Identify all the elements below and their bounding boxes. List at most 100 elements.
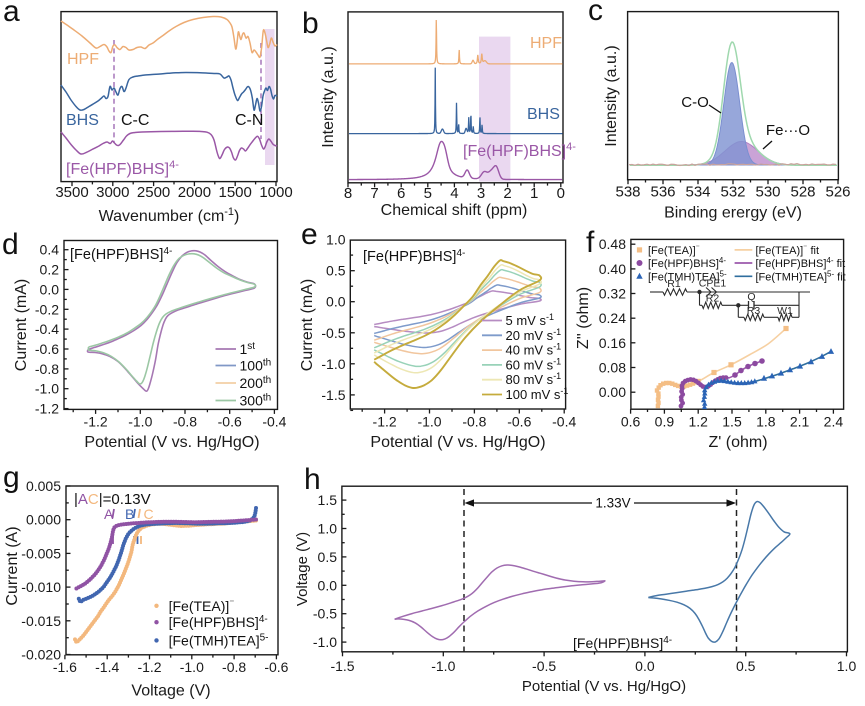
svg-text:b: b — [302, 7, 319, 40]
svg-text:[Fe(HPF)BHS]4-: [Fe(HPF)BHS]4- — [66, 159, 179, 178]
svg-text:0.24: 0.24 — [599, 310, 626, 326]
svg-text:0.5: 0.5 — [736, 658, 756, 674]
svg-text:1.0: 1.0 — [326, 232, 346, 248]
svg-text:-1.0: -1.0 — [180, 659, 204, 675]
svg-text:[Fe(HPF)BHS]4-: [Fe(HPF)BHS]4- — [363, 248, 465, 265]
svg-text:528: 528 — [790, 184, 815, 201]
svg-text:1.5: 1.5 — [722, 414, 742, 430]
svg-text:7: 7 — [370, 185, 378, 202]
svg-text:-0.2: -0.2 — [35, 301, 59, 317]
svg-text:Chemical shift (ppm): Chemical shift (ppm) — [381, 202, 528, 219]
svg-text:526: 526 — [825, 184, 850, 201]
svg-text:Z' (ohm): Z' (ohm) — [708, 434, 767, 451]
svg-text:534: 534 — [685, 184, 710, 201]
svg-text:-1.5: -1.5 — [330, 658, 354, 674]
svg-text:[Fe(TMH)TEA]5- fit: [Fe(TMH)TEA]5- fit — [756, 269, 846, 283]
svg-text:0.2: 0.2 — [40, 262, 60, 278]
svg-text:0.40: 0.40 — [599, 261, 626, 277]
svg-text:Current (mA): Current (mA) — [13, 279, 30, 371]
svg-text:CPE1: CPE1 — [699, 278, 727, 290]
svg-text:-0.8: -0.8 — [462, 414, 486, 430]
svg-text:-0.6: -0.6 — [264, 659, 288, 675]
svg-text:-1.5: -1.5 — [321, 387, 345, 403]
svg-text:0.08: 0.08 — [599, 360, 626, 376]
svg-text:BHS: BHS — [66, 112, 99, 129]
svg-text:4: 4 — [450, 185, 458, 202]
svg-text:-0.6: -0.6 — [218, 414, 242, 430]
svg-text:[Fe(TMH)TEA]5-: [Fe(TMH)TEA]5- — [169, 632, 269, 648]
svg-text:8: 8 — [344, 185, 352, 202]
svg-text:a: a — [3, 0, 20, 28]
svg-text:-1.0: -1.0 — [128, 414, 152, 430]
svg-text:C-N: C-N — [235, 112, 263, 129]
svg-text:-0.8: -0.8 — [222, 659, 246, 675]
svg-text:1.5: 1.5 — [318, 492, 338, 508]
svg-text:-0.4: -0.4 — [35, 321, 59, 337]
svg-text:2.4: 2.4 — [824, 414, 844, 430]
svg-text:60 mV s-1: 60 mV s-1 — [506, 356, 562, 372]
svg-text:[Fe(HPF)BHS]4- fit: [Fe(HPF)BHS]4- fit — [756, 256, 846, 270]
svg-text:h: h — [304, 463, 321, 496]
svg-text:0.9: 0.9 — [655, 414, 675, 430]
svg-text:1.0: 1.0 — [837, 658, 857, 674]
svg-text:R3: R3 — [747, 305, 761, 317]
svg-text:0.0: 0.0 — [635, 658, 655, 674]
svg-text:-1.0: -1.0 — [35, 381, 59, 397]
svg-text:536: 536 — [650, 184, 675, 201]
svg-text:-1.0: -1.0 — [313, 634, 337, 650]
svg-text:R1: R1 — [667, 278, 681, 290]
svg-text:-0.8: -0.8 — [173, 414, 197, 430]
svg-text:6: 6 — [397, 185, 405, 202]
svg-text:HPF: HPF — [530, 35, 562, 52]
svg-text:-0.4: -0.4 — [262, 414, 286, 430]
svg-text:Potential (V vs. Hg/HgO): Potential (V vs. Hg/HgO) — [370, 434, 545, 451]
svg-text:-0.6: -0.6 — [507, 414, 531, 430]
svg-text:-1.0: -1.0 — [417, 414, 441, 430]
svg-text:0.32: 0.32 — [599, 286, 626, 302]
svg-text:-1.4: -1.4 — [95, 659, 119, 675]
svg-text:Potential (V vs. Hg/HgO): Potential (V vs. Hg/HgO) — [522, 678, 686, 695]
svg-text:0.000: 0.000 — [26, 512, 61, 528]
svg-text:Fe···O: Fe···O — [766, 122, 810, 139]
svg-text:0.00: 0.00 — [599, 384, 626, 400]
svg-text:C: C — [144, 506, 154, 522]
svg-text:3: 3 — [477, 185, 485, 202]
svg-text:-0.005: -0.005 — [21, 545, 61, 561]
svg-text:0.16: 0.16 — [599, 335, 626, 351]
svg-text:Q: Q — [747, 291, 755, 303]
svg-text:e: e — [301, 218, 318, 251]
svg-text:-1.0: -1.0 — [431, 658, 455, 674]
svg-text:-0.010: -0.010 — [21, 579, 61, 595]
svg-text:f: f — [586, 226, 595, 259]
svg-text:Current (A): Current (A) — [4, 526, 21, 605]
svg-text:0.0: 0.0 — [318, 577, 338, 593]
svg-text:1.8: 1.8 — [756, 414, 776, 430]
svg-text:Intensity (a.u.): Intensity (a.u.) — [320, 46, 337, 147]
svg-text:-0.6: -0.6 — [35, 341, 59, 357]
svg-text:Current (mA): Current (mA) — [299, 279, 316, 371]
svg-text:[Fe(HPF)BHS]4-: [Fe(HPF)BHS]4- — [70, 246, 172, 263]
svg-text:1.0: 1.0 — [318, 521, 338, 537]
svg-text:-1.6: -1.6 — [53, 659, 77, 675]
svg-text:-1.2: -1.2 — [84, 414, 108, 430]
svg-text:0.0: 0.0 — [326, 294, 346, 310]
svg-text:|AC|=0.13V: |AC|=0.13V — [74, 491, 151, 508]
svg-text:0.5: 0.5 — [326, 263, 346, 279]
svg-text:B: B — [125, 506, 134, 522]
svg-text:[Fe(TMH)TEA]5-: [Fe(TMH)TEA]5- — [648, 269, 727, 283]
svg-text:-1.2: -1.2 — [137, 659, 161, 675]
svg-text:[Fe(HPF)BHS]4-: [Fe(HPF)BHS]4- — [648, 256, 726, 270]
svg-text:BHS: BHS — [527, 106, 560, 123]
svg-text:-1.2: -1.2 — [373, 414, 397, 430]
svg-text:3000: 3000 — [96, 184, 129, 201]
svg-text:-0.8: -0.8 — [35, 361, 59, 377]
svg-text:0.5: 0.5 — [318, 549, 338, 565]
svg-text:HPF: HPF — [67, 51, 99, 68]
svg-text:[Fe(HPF)BHS]4-: [Fe(HPF)BHS]4- — [169, 614, 268, 630]
svg-text:538: 538 — [615, 184, 640, 201]
svg-text:1.33V: 1.33V — [595, 496, 630, 511]
svg-text:C-C: C-C — [121, 112, 149, 129]
svg-text:0: 0 — [557, 185, 565, 202]
svg-text:1.2: 1.2 — [688, 414, 708, 430]
svg-text:532: 532 — [720, 184, 745, 201]
